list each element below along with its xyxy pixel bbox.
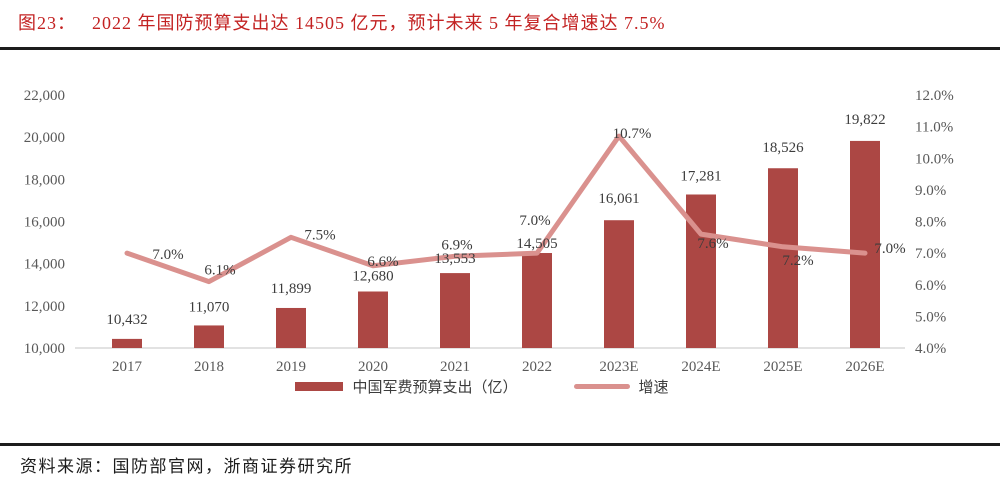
bar-value-label-2023E: 16,061: [598, 191, 639, 207]
figure-title: 2022 年国防预算支出达 14505 亿元，预计未来 5 年复合增速达 7.5…: [92, 13, 666, 33]
growth-label-2023E: 10.7%: [613, 126, 652, 142]
x-axis-label-2023E: 2023E: [599, 359, 638, 375]
bar-2024E: [686, 194, 716, 348]
defense-budget-chart: 10,000 12,000 14,000 16,000 18,000 20,000 22,0…: [24, 88, 954, 375]
source-note: 资料来源：国防部官网，浙商证券研究所: [20, 457, 353, 476]
bar-2026E: [850, 140, 880, 348]
right-axis-tick-11.0%: 11.0%: [915, 120, 953, 136]
right-axis-tick-6.0%: 6.0%: [915, 278, 946, 294]
bar-value-label-2018: 11,070: [189, 299, 230, 315]
growth-label-2021: 6.9%: [441, 237, 472, 253]
growth-label-2022: 7.0%: [519, 213, 550, 229]
right-axis-tick-5.0%: 5.0%: [915, 309, 946, 325]
bar-2017: [112, 338, 142, 348]
growth-line: [124, 133, 868, 285]
left-axis-tick-16,000: 16,000: [24, 215, 65, 231]
page-title: 图23： 2022 年国防预算支出达 14505 亿元，预计未来 5 年复合增速达…: [18, 9, 666, 35]
bar-2025E: [768, 168, 798, 348]
bar-value-label-2017: 10,432: [106, 312, 147, 328]
bar-2022: [522, 253, 552, 348]
bar-value-label-2021: 13,553: [434, 251, 475, 267]
footer-divider: [0, 443, 1000, 446]
bar-2023E: [604, 220, 634, 348]
left-axis-tick-22,000: 22,000: [24, 88, 65, 104]
bar-2021: [440, 273, 470, 348]
bar-value-label-2026E: 19,822: [844, 112, 885, 128]
bar-value-label-2025E: 18,526: [762, 140, 804, 156]
growth-label-2024E: 7.6%: [697, 236, 728, 252]
left-axis-tick-12,000: 12,000: [24, 299, 65, 315]
bar-value-label-2022: 14,505: [516, 236, 557, 252]
bar-2020: [358, 291, 388, 348]
right-axis-tick-7.0%: 7.0%: [915, 246, 946, 262]
figure-number: 图23：: [18, 13, 76, 33]
growth-label-2019: 7.5%: [304, 227, 335, 243]
line-series-swatch: [573, 384, 630, 389]
x-axis-label-2024E: 2024E: [681, 359, 720, 375]
right-axis-tick-8.0%: 8.0%: [915, 215, 946, 231]
growth-label-2017: 7.0%: [152, 247, 183, 263]
growth-label-2025E: 7.2%: [782, 253, 813, 269]
growth-label-2018: 6.1%: [204, 263, 235, 279]
x-axis-label-2019: 2019: [276, 359, 306, 375]
left-axis-tick-14,000: 14,000: [24, 257, 65, 273]
legend-item-bar: 中国军费预算支出（亿）: [295, 376, 518, 397]
x-axis-label-2021: 2021: [440, 359, 470, 375]
bar-series-swatch: [295, 382, 344, 391]
bar-2019: [276, 307, 306, 348]
right-axis-tick-9.0%: 9.0%: [915, 183, 946, 199]
bar-value-label-2024E: 17,281: [680, 168, 721, 184]
x-axis-label-2018: 2018: [194, 359, 224, 375]
line-series-label: 增速: [638, 380, 669, 396]
growth-label-2020: 6.6%: [367, 254, 398, 270]
bar-2018: [194, 325, 224, 348]
growth-label-2026E: 7.0%: [874, 241, 905, 257]
right-axis-tick-4.0%: 4.0%: [915, 341, 946, 357]
legend-item-line: 增速: [573, 376, 669, 397]
x-axis-label-2022: 2022: [522, 359, 552, 375]
left-axis-tick-20,000: 20,000: [24, 130, 65, 146]
x-axis-label-2026E: 2026E: [845, 359, 884, 375]
x-axis-label-2020: 2020: [358, 359, 388, 375]
title-divider: [0, 47, 1000, 50]
left-axis-tick-10,000: 10,000: [24, 341, 65, 357]
x-axis-label-2025E: 2025E: [763, 359, 802, 375]
right-axis-tick-10.0%: 10.0%: [915, 151, 954, 167]
bar-value-label-2019: 11,899: [271, 281, 312, 297]
bar-value-label-2020: 12,680: [352, 268, 393, 284]
left-axis-tick-18,000: 18,000: [24, 172, 65, 188]
right-axis-tick-12.0%: 12.0%: [915, 88, 954, 104]
bar-series-label: 中国军费预算支出（亿）: [352, 380, 518, 396]
x-axis-label-2017: 2017: [112, 359, 143, 375]
chart-legend: 中国军费预算支出（亿） 增速: [0, 376, 982, 397]
